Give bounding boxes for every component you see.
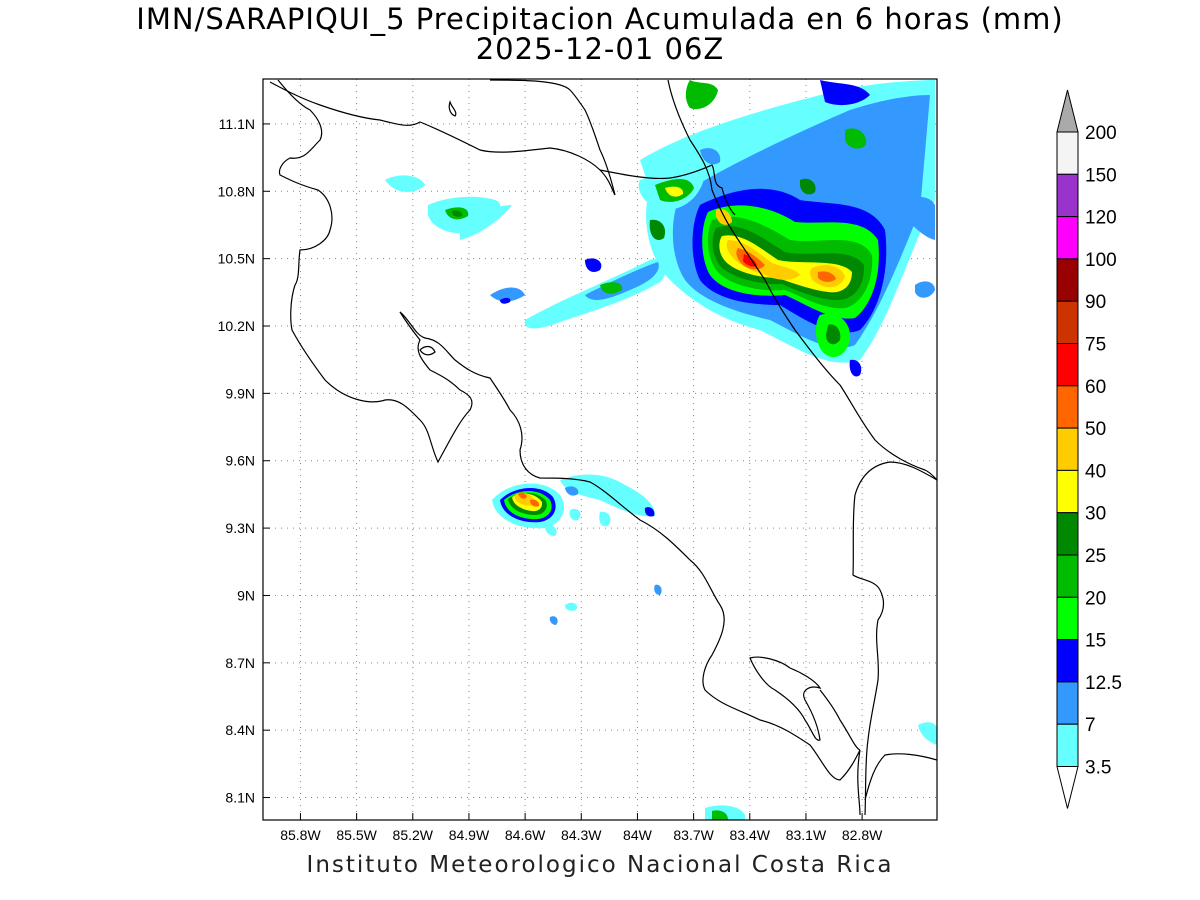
lon-tick-label: 83.7W: [673, 827, 714, 843]
san-juan-river-border: [599, 164, 736, 216]
map-gridlines: [263, 79, 937, 820]
colorbar-swatch: [1056, 216, 1079, 260]
lat-tick-label: 8.7N: [225, 655, 255, 671]
colorbar-level-label: 150: [1085, 165, 1117, 186]
colorbar-level-label: 12.5: [1085, 673, 1122, 694]
lon-tick-label: 82.8W: [842, 827, 883, 843]
colorbar-swatch: [1056, 681, 1079, 725]
colorbar-swatch: [1056, 385, 1079, 429]
lon-tick-label: 83.4W: [730, 827, 771, 843]
precip-cell-pacific: [492, 474, 937, 820]
colorbar-swatch: [1056, 427, 1079, 471]
colorbar-swatch: [1056, 512, 1079, 556]
footer-credit: Instituto Meteorologico Nacional Costa R…: [306, 852, 894, 878]
colorbar-swatch: [1056, 554, 1079, 598]
lat-tick-label: 8.1N: [225, 790, 255, 806]
nicoya-gulf: [399, 311, 861, 816]
colorbar-arrow-top: [1056, 89, 1079, 133]
precip-band-north-central: [385, 148, 721, 329]
lake-nicaragua: [269, 79, 616, 196]
colorbar-level-label: 15: [1085, 631, 1106, 652]
lat-tick-label: 9.6N: [225, 453, 255, 469]
lon-tick-label: 84.3W: [561, 827, 602, 843]
lat-tick-label: 10.2N: [218, 318, 255, 334]
colorbar-level-label: 75: [1085, 335, 1106, 356]
colorbar-level-label: 25: [1085, 546, 1106, 567]
osa-peninsula: [749, 656, 822, 741]
map-title: IMN/SARAPIQUI_5 Precipitacion Acumulada …: [136, 2, 1064, 36]
map-frame: [262, 78, 938, 821]
colorbar-swatch: [1056, 343, 1079, 387]
colorbar-level-label: 7: [1085, 715, 1096, 736]
colorbar-arrow-bottom: [1056, 766, 1079, 809]
colorbar: 200 150 120 100 90 75 60 50 40 30 25 20 15 12.5 7 3.5: [1056, 89, 1122, 809]
colorbar-level-label: 50: [1085, 419, 1106, 440]
southern-coast: [864, 753, 937, 801]
colorbar-swatch: [1056, 469, 1079, 514]
chira-island: [419, 345, 436, 356]
lon-tick-label: 85.2W: [393, 827, 434, 843]
colorbar-swatch: [1056, 173, 1079, 218]
colorbar-level-label: 40: [1085, 461, 1106, 482]
colorbar-level-label: 200: [1085, 123, 1117, 144]
lat-tick-label: 10.8N: [218, 183, 255, 199]
latitude-axis: 11.1N 10.8N 10.5N 10.2N 9.9N 9.6N 9.3N 9N 8.7N 8.…: [218, 116, 270, 806]
precipitation-field: [385, 80, 937, 820]
lon-tick-label: 83.1W: [786, 827, 827, 843]
colorbar-swatch: [1056, 131, 1079, 175]
colorbar-swatch: [1056, 639, 1079, 683]
lat-tick-label: 10.5N: [218, 251, 255, 267]
colorbar-level-label: 100: [1085, 250, 1117, 271]
caribbean-coast: [667, 79, 937, 481]
colorbar-level-label: 3.5: [1085, 758, 1111, 779]
coastlines-and-borders: [269, 79, 937, 816]
lon-tick-label: 85.8W: [280, 827, 321, 843]
lat-tick-label: 9N: [237, 587, 255, 603]
lon-tick-label: 84.9W: [449, 827, 490, 843]
longitude-axis: 85.8W 85.5W 85.2W 84.9W 84.6W 84.3W 84W 83.7W 83…: [280, 813, 883, 843]
lon-tick-label: 84.6W: [505, 827, 546, 843]
colorbar-swatch: [1056, 596, 1079, 641]
colorbar-level-label: 60: [1085, 377, 1106, 398]
lon-tick-label: 85.5W: [336, 827, 377, 843]
nicaragua-coast: [277, 79, 473, 464]
colorbar-level-label: 20: [1085, 588, 1106, 609]
colorbar-level-label: 30: [1085, 504, 1106, 525]
colorbar-swatch: [1056, 258, 1079, 302]
colorbar-swatch: [1056, 723, 1079, 768]
precip-band-caribbean: [640, 80, 935, 377]
golfo-dulce: [819, 689, 861, 751]
panama-border: [852, 461, 937, 816]
colorbar-swatch: [1056, 300, 1079, 345]
lat-tick-label: 9.9N: [225, 385, 255, 401]
colorbar-level-label: 120: [1085, 208, 1117, 229]
lat-tick-label: 9.3N: [225, 520, 255, 536]
map-subtitle-datetime: 2025-12-01 06Z: [475, 32, 725, 66]
colorbar-level-label: 90: [1085, 292, 1106, 313]
lat-tick-label: 11.1N: [219, 116, 255, 132]
island-north: [448, 100, 457, 117]
lat-tick-label: 8.4N: [225, 722, 255, 738]
lon-tick-label: 84W: [623, 827, 653, 843]
